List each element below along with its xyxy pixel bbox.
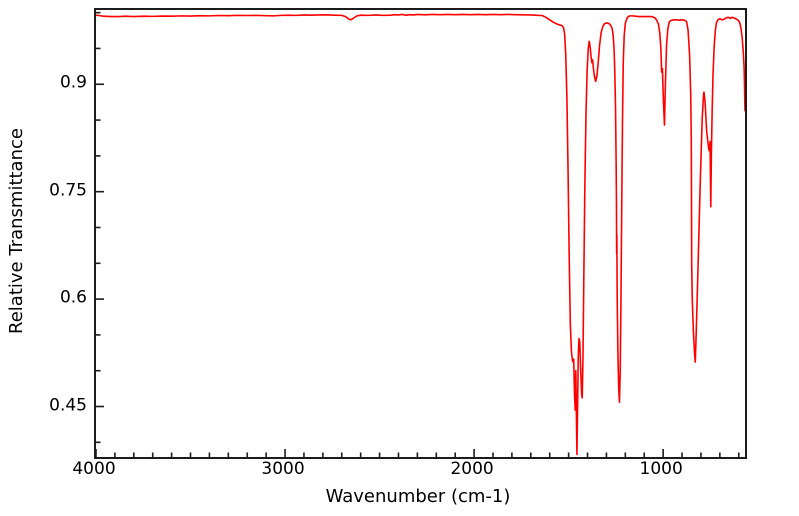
y-tick-label: 0.9 [59,72,87,93]
x-tick-label: 2000 [450,459,494,479]
y-tick-label: 0.75 [49,180,87,201]
y-tick-label: 0.45 [49,395,87,415]
y-tick-label: 0.6 [59,287,87,308]
spectrum-line [96,13,745,456]
x-tick-label: 1000 [639,459,683,479]
plot-canvas [96,11,745,457]
y-axis-title: Relative Transmittance [6,128,27,334]
x-tick-label: 4000 [72,459,116,479]
x-tick-label: 3000 [261,459,305,479]
x-axis-title: Wavenumber (cm-1) [325,486,511,507]
plot-area [94,8,747,459]
